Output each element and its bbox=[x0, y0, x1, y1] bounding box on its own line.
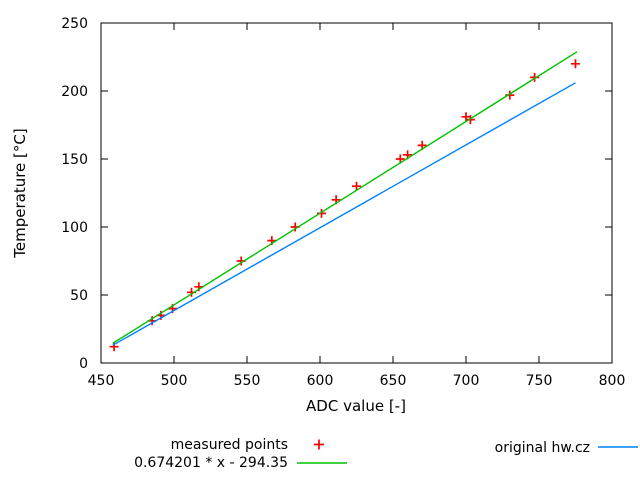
x-tick-label: 800 bbox=[599, 373, 626, 389]
data-series bbox=[109, 51, 580, 352]
plot-border bbox=[100, 22, 613, 364]
x-tick-label: 600 bbox=[307, 373, 334, 389]
x-tick-label: 700 bbox=[453, 373, 480, 389]
y-tick-label: 0 bbox=[79, 356, 88, 372]
legend-marker-plus-icon bbox=[314, 439, 324, 450]
measured-point bbox=[530, 72, 540, 82]
x-tick-label: 750 bbox=[526, 373, 553, 389]
measured-point bbox=[109, 342, 119, 352]
y-tick-label: 50 bbox=[70, 288, 88, 304]
legend-label-fit-line: 0.674201 * x - 294.35 bbox=[134, 455, 288, 471]
axis-ticks: 450 500 550 600 650 700 750 800 0 50 100 150 200 250 bbox=[61, 16, 625, 389]
y-tick-label: 200 bbox=[61, 84, 88, 100]
x-tick-label: 500 bbox=[161, 373, 188, 389]
x-tick-label: 450 bbox=[88, 373, 115, 389]
legend-label-measured-points: measured points bbox=[171, 437, 288, 453]
y-tick-label: 100 bbox=[61, 220, 88, 236]
measured-point bbox=[352, 181, 361, 191]
y-tick-label: 250 bbox=[61, 16, 88, 32]
y-axis-title: Temperature [°C] bbox=[11, 128, 29, 258]
measured-point bbox=[465, 115, 475, 125]
legend-label-original-hwcz: original hw.cz bbox=[495, 440, 590, 456]
y-tick-label: 150 bbox=[61, 152, 88, 168]
x-axis-title: ADC value [-] bbox=[306, 397, 406, 415]
x-tick-label: 650 bbox=[380, 373, 407, 389]
original-hwcz-line bbox=[112, 82, 576, 346]
measured-point bbox=[571, 59, 580, 69]
fit-line bbox=[112, 51, 578, 344]
x-tick-label: 550 bbox=[234, 373, 261, 389]
